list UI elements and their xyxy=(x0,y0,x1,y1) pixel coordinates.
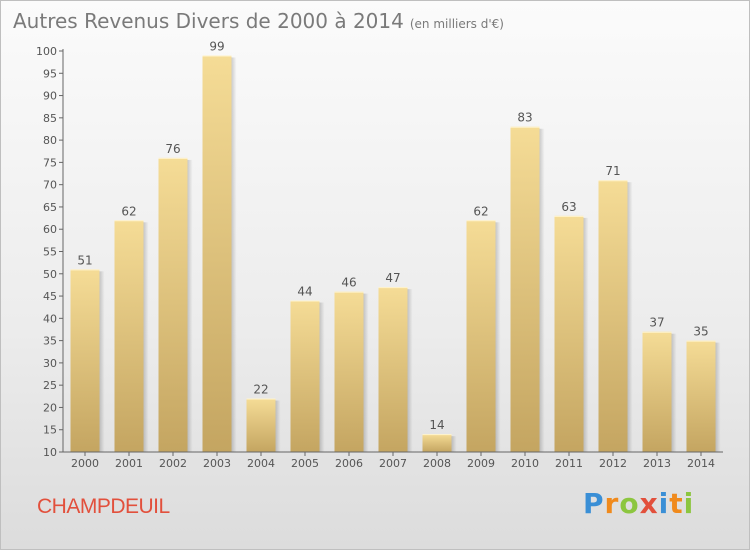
data-label: 83 xyxy=(517,111,532,125)
x-axis: 2000 2001 2002 2003 2004 2005 2006 2007 2008 2009… xyxy=(63,451,723,470)
bar-shadow xyxy=(451,436,457,452)
logo-letter: x xyxy=(639,487,659,520)
data-label: 35 xyxy=(693,325,708,339)
logo-letter: t xyxy=(669,487,684,520)
bar-shadow xyxy=(319,302,325,452)
x-tick-label: 2005 xyxy=(291,457,319,470)
bar-shadow xyxy=(275,400,281,452)
bar xyxy=(202,55,232,452)
bar-shadow xyxy=(407,289,413,452)
bar-shadow xyxy=(539,128,545,452)
x-tick-label: 2012 xyxy=(599,457,627,470)
bar xyxy=(642,331,672,452)
data-label: 62 xyxy=(473,204,488,218)
x-tick-label: 2003 xyxy=(203,457,231,470)
data-label: 76 xyxy=(165,142,180,156)
bars: 51 62 76 99 22 44 46 47 14 62 83 63 71 37 35 xyxy=(70,39,721,452)
y-tick-label: 30 xyxy=(43,357,57,370)
data-label: 22 xyxy=(253,383,268,397)
y-tick-label: 60 xyxy=(43,223,57,236)
data-label: 47 xyxy=(385,271,400,285)
x-tick-label: 2000 xyxy=(71,457,99,470)
data-label: 63 xyxy=(561,200,576,214)
y-tick-label: 45 xyxy=(43,290,57,303)
bar-shadow xyxy=(231,57,237,452)
bar xyxy=(246,398,276,452)
chart-title: Autres Revenus Divers de 2000 à 2014 (en … xyxy=(13,9,504,33)
logo-letter: i xyxy=(658,487,670,520)
proxiti-logo: Proxiti xyxy=(583,487,694,520)
bar xyxy=(686,340,716,452)
y-tick-label: 20 xyxy=(43,401,57,414)
data-label: 71 xyxy=(605,164,620,178)
bar xyxy=(158,157,188,452)
y-tick-label: 35 xyxy=(43,335,57,348)
data-label: 62 xyxy=(121,204,136,218)
bar-shadow xyxy=(495,222,501,452)
bar xyxy=(334,291,364,452)
bar-shadow xyxy=(715,342,721,452)
x-tick-label: 2004 xyxy=(247,457,275,470)
bar xyxy=(554,215,584,452)
y-tick-label: 25 xyxy=(43,379,57,392)
data-label: 14 xyxy=(429,418,444,432)
y-tick-label: 90 xyxy=(43,90,57,103)
y-tick-label: 85 xyxy=(43,112,57,125)
logo-letter: P xyxy=(583,487,605,520)
bar xyxy=(510,126,540,452)
x-tick-label: 2002 xyxy=(159,457,187,470)
title-text: Autres Revenus Divers de 2000 à 2014 xyxy=(13,9,404,33)
x-tick-label: 2013 xyxy=(643,457,671,470)
y-tick-label: 55 xyxy=(43,246,57,259)
x-tick-label: 2009 xyxy=(467,457,495,470)
bar-shadow xyxy=(363,293,369,452)
logo-letter: i xyxy=(683,487,695,520)
data-label: 51 xyxy=(77,253,92,267)
x-tick-label: 2008 xyxy=(423,457,451,470)
logo-letter: o xyxy=(619,487,640,520)
y-tick-label: 70 xyxy=(43,179,57,192)
y-tick-label: 50 xyxy=(43,268,57,281)
y-tick-label: 65 xyxy=(43,201,57,214)
bar xyxy=(598,180,628,452)
y-tick-label: 95 xyxy=(43,67,57,80)
bar xyxy=(290,300,320,452)
y-axis: 10 15 20 25 30 35 40 45 50 55 60 65 70 75 80 85 90 95 100 xyxy=(36,45,64,459)
data-label: 44 xyxy=(297,285,312,299)
place-name: CHAMPDEUIL xyxy=(37,495,170,518)
y-tick-label: 15 xyxy=(43,424,57,437)
title-unit: (en milliers d'€) xyxy=(409,17,504,31)
x-tick-label: 2014 xyxy=(687,457,715,470)
bar-shadow xyxy=(627,182,633,452)
bar-shadow xyxy=(671,333,677,452)
bar-shadow xyxy=(583,217,589,452)
bar xyxy=(378,287,408,452)
y-tick-label: 10 xyxy=(43,446,57,459)
x-tick-label: 2007 xyxy=(379,457,407,470)
x-tick-label: 2011 xyxy=(555,457,583,470)
data-label: 99 xyxy=(209,39,224,53)
y-tick-label: 40 xyxy=(43,312,57,325)
bar xyxy=(466,220,496,452)
x-tick-label: 2010 xyxy=(511,457,539,470)
logo-letter: r xyxy=(604,487,620,520)
x-tick-label: 2006 xyxy=(335,457,363,470)
y-tick-label: 80 xyxy=(43,134,57,147)
data-label: 46 xyxy=(341,276,356,290)
data-label: 37 xyxy=(649,316,664,330)
bar-shadow xyxy=(187,159,193,452)
bar xyxy=(70,269,100,452)
x-tick-label: 2001 xyxy=(115,457,143,470)
bar xyxy=(422,434,452,452)
bar-shadow xyxy=(99,271,105,452)
y-tick-label: 100 xyxy=(36,45,57,58)
bar xyxy=(114,220,144,452)
bar-shadow xyxy=(143,222,149,452)
y-tick-label: 75 xyxy=(43,156,57,169)
